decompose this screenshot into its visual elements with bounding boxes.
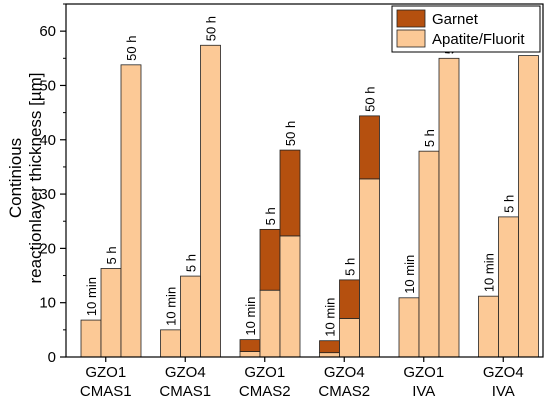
x-tick-label-line-1: GZO4	[324, 364, 365, 381]
legend: Garnet Apatite/Fluorit	[391, 5, 541, 53]
bar-apatite-fluorit	[438, 57, 460, 358]
bar-garnet	[259, 228, 281, 291]
bar-apatite-fluorit	[120, 64, 142, 358]
bar-apatite-fluorit	[478, 295, 499, 358]
bar-time-label: 10 min	[323, 298, 338, 337]
bar-time-label: 10 min	[243, 297, 258, 336]
legend-swatch-apatite-fluorit	[396, 29, 426, 48]
y-axis-title: Continious reactionlayer thickness [µm]	[6, 72, 45, 283]
y-tick-label: 50	[39, 77, 56, 94]
bar-apatite-fluorit	[319, 352, 340, 358]
bar-time-label: 5 h	[502, 195, 517, 213]
x-tick-label-line-2: IVA	[492, 383, 515, 400]
bar-garnet	[239, 339, 261, 352]
bar-garnet	[339, 279, 360, 319]
x-tick-label-line-1: GZO1	[403, 364, 444, 381]
y-axis-title-line-2: reactionlayer thickness [µm]	[26, 72, 45, 283]
bar-time-label: 5 h	[184, 254, 199, 272]
bar-time-label: 5 h	[104, 246, 119, 264]
bar-time-label: 10 min	[482, 253, 497, 292]
bar-time-label: 5 h	[422, 129, 437, 147]
x-axis: GZO1 CMAS1 GZO4 CMAS1 GZO1 CMAS2 GZO4 CMAS2 GZO1…	[80, 357, 524, 400]
bar-apatite-fluorit	[398, 297, 420, 358]
bar-apatite-fluorit	[339, 318, 360, 358]
y-tick-label: 40	[39, 132, 56, 149]
bar-apatite-fluorit	[180, 275, 201, 358]
bars-layer: 10 min 5 h 50 h 10 min 5 h 50 h 10 min 5 h 50 h 1…	[80, 16, 539, 358]
legend-swatch-garnet	[396, 9, 426, 28]
x-tick-label-line-2: CMAS1	[80, 383, 132, 400]
bar-apatite-fluorit	[498, 216, 519, 358]
plot-frame	[65, 3, 544, 358]
y-tick-label: 60	[39, 23, 56, 40]
x-tick-label-line-1: GZO1	[85, 364, 126, 381]
x-tick-label-line-2: IVA	[412, 383, 435, 400]
bar-apatite-fluorit	[518, 55, 539, 358]
y-axis-title-line-1: Continious	[6, 138, 25, 218]
x-tick-label-line-2: CMAS2	[318, 383, 370, 400]
x-tick-label-line-1: GZO1	[244, 364, 285, 381]
bar-time-label: 5 h	[263, 207, 278, 225]
y-tick-label: 0	[48, 349, 56, 366]
bar-apatite-fluorit	[259, 289, 281, 358]
bar-time-label: 50 h	[283, 121, 298, 146]
x-tick-label-line-1: GZO4	[165, 364, 206, 381]
x-tick-label-line-2: CMAS1	[159, 383, 211, 400]
bar-apatite-fluorit	[239, 351, 261, 358]
bar-time-label: 10 min	[402, 255, 417, 294]
bar-garnet	[319, 340, 340, 354]
bar-time-label: 10 min	[84, 277, 99, 316]
bar-apatite-fluorit	[80, 319, 102, 358]
bar-apatite-fluorit	[359, 178, 380, 358]
bar-garnet	[279, 149, 301, 237]
y-tick-label: 20	[39, 240, 56, 257]
bar-apatite-fluorit	[200, 44, 221, 358]
bar-time-label: 50 h	[204, 16, 219, 41]
bar-time-label: 50 h	[363, 87, 378, 112]
y-tick-label: 30	[39, 186, 56, 203]
bar-time-label: 50 h	[124, 36, 139, 61]
bar-time-label: 10 min	[164, 287, 179, 326]
bar-time-label: 5 h	[343, 258, 358, 276]
bar-apatite-fluorit	[418, 150, 440, 358]
bar-apatite-fluorit	[279, 235, 301, 358]
legend-label: Garnet	[432, 11, 479, 28]
bar-apatite-fluorit	[160, 329, 181, 358]
x-tick-label-line-2: CMAS2	[239, 383, 291, 400]
legend-label: Apatite/Fluorit	[432, 31, 525, 48]
bar-apatite-fluorit	[100, 268, 122, 358]
x-tick-label-line-1: GZO4	[483, 364, 524, 381]
bar-garnet	[359, 115, 380, 180]
y-tick-label: 10	[39, 295, 56, 312]
